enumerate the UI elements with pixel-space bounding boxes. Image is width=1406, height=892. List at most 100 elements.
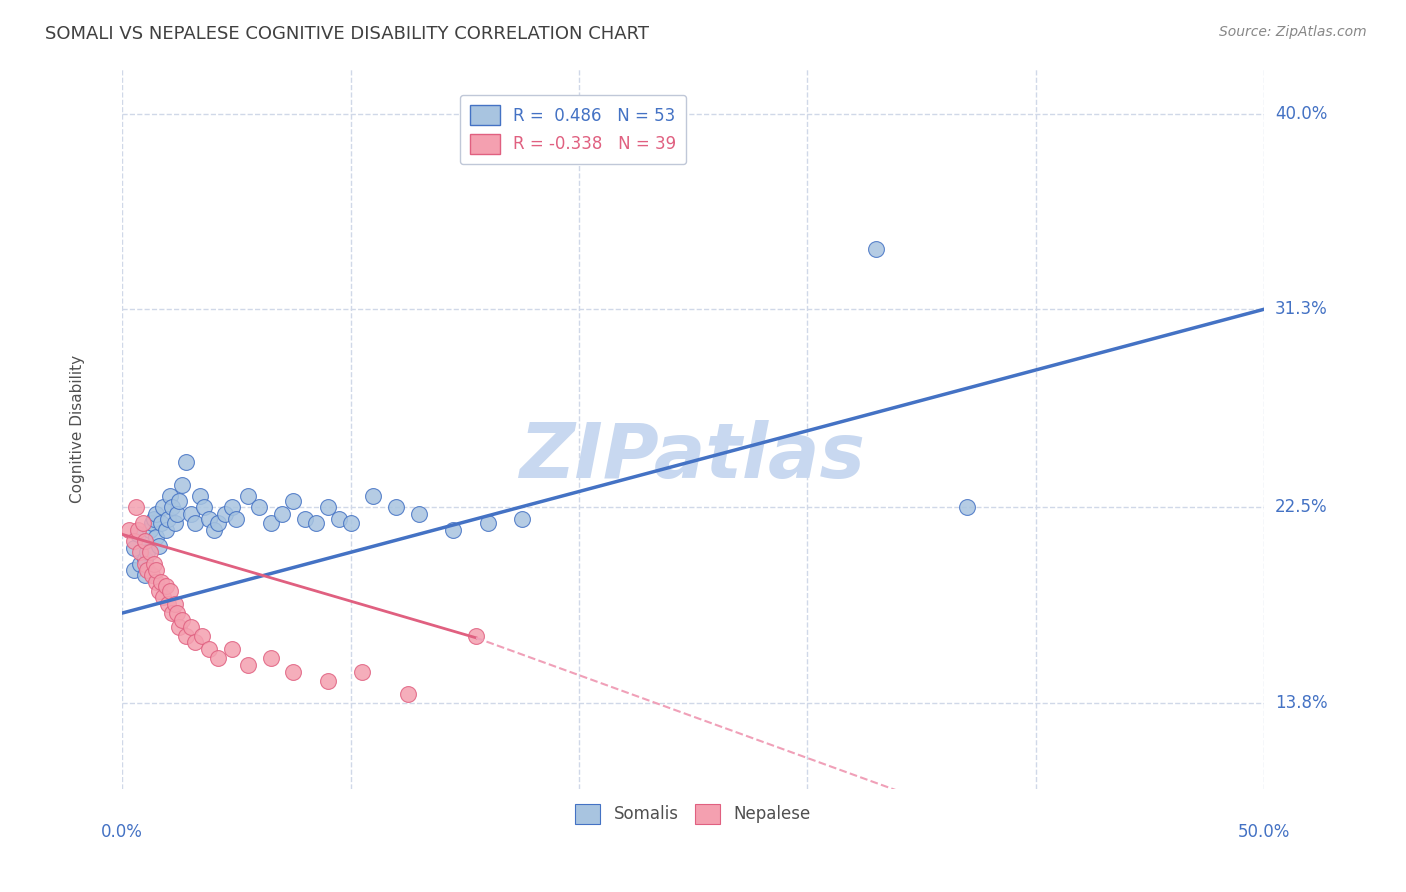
Point [180,619,202,633]
Point [207,516,229,530]
Point [271,507,294,521]
Point [174,629,197,643]
Point [441,523,464,537]
Text: Source: ZipAtlas.com: Source: ZipAtlas.com [1219,25,1367,39]
Point [170,478,193,492]
Point [143,511,166,525]
Point [188,489,211,503]
Point [138,545,160,559]
Point [316,673,339,688]
Point [385,500,408,515]
Point [152,591,174,605]
Point [134,534,156,549]
Point [283,665,305,679]
Point [134,567,156,582]
Point [465,629,488,643]
Point [166,606,188,620]
Point [207,651,229,665]
Point [122,534,145,549]
Point [145,563,167,577]
Point [247,500,270,515]
Point [141,516,163,530]
Point [169,493,191,508]
Point [152,500,174,515]
Point [163,516,186,530]
Point [136,545,159,559]
Point [259,516,281,530]
Point [328,511,350,525]
Point [236,489,259,503]
Text: 31.3%: 31.3% [1275,301,1327,318]
Point [145,574,167,589]
Point [141,567,163,582]
Point [145,507,167,521]
Text: ZIPatlas: ZIPatlas [520,420,866,494]
Point [150,516,173,530]
Point [127,523,149,537]
Point [202,523,225,537]
Point [169,619,191,633]
Point [155,523,177,537]
Point [214,507,236,521]
Point [134,557,156,571]
Point [865,242,887,256]
Point [221,500,243,515]
Point [198,642,221,657]
Point [129,545,152,559]
Point [118,523,141,537]
Point [180,507,202,521]
Legend: Somalis, Nepalese: Somalis, Nepalese [568,797,817,830]
Point [174,455,197,469]
Point [162,500,184,515]
Text: Cognitive Disability: Cognitive Disability [69,354,84,502]
Point [162,606,184,620]
Point [166,507,188,521]
Point [191,629,214,643]
Point [294,511,316,525]
Point [956,500,979,515]
Point [136,563,159,577]
Point [134,552,156,566]
Point [363,489,385,503]
Point [316,500,339,515]
Point [339,516,361,530]
Point [221,642,243,657]
Point [156,511,179,525]
Text: 13.8%: 13.8% [1275,694,1327,712]
Point [148,583,170,598]
Point [150,574,173,589]
Point [129,557,152,571]
Point [148,539,170,553]
Point [132,516,155,530]
Point [225,511,247,525]
Point [138,523,160,537]
Point [193,500,215,515]
Point [155,579,177,593]
Point [163,597,186,611]
Point [510,511,533,525]
Point [143,557,166,571]
Point [170,613,193,627]
Point [198,511,221,525]
Point [159,489,181,503]
Point [184,635,207,649]
Text: SOMALI VS NEPALESE COGNITIVE DISABILITY CORRELATION CHART: SOMALI VS NEPALESE COGNITIVE DISABILITY … [45,25,650,43]
Point [477,516,499,530]
Point [184,516,207,530]
Text: 50.0%: 50.0% [1237,823,1291,841]
Point [156,597,179,611]
Text: 40.0%: 40.0% [1275,104,1327,122]
Point [350,665,373,679]
Point [134,534,156,549]
Point [305,516,328,530]
Point [122,541,145,555]
Point [408,507,430,521]
Point [283,493,305,508]
Point [127,527,149,541]
Point [259,651,281,665]
Point [122,563,145,577]
Point [145,530,167,544]
Point [236,657,259,672]
Point [396,687,419,701]
Point [159,583,181,598]
